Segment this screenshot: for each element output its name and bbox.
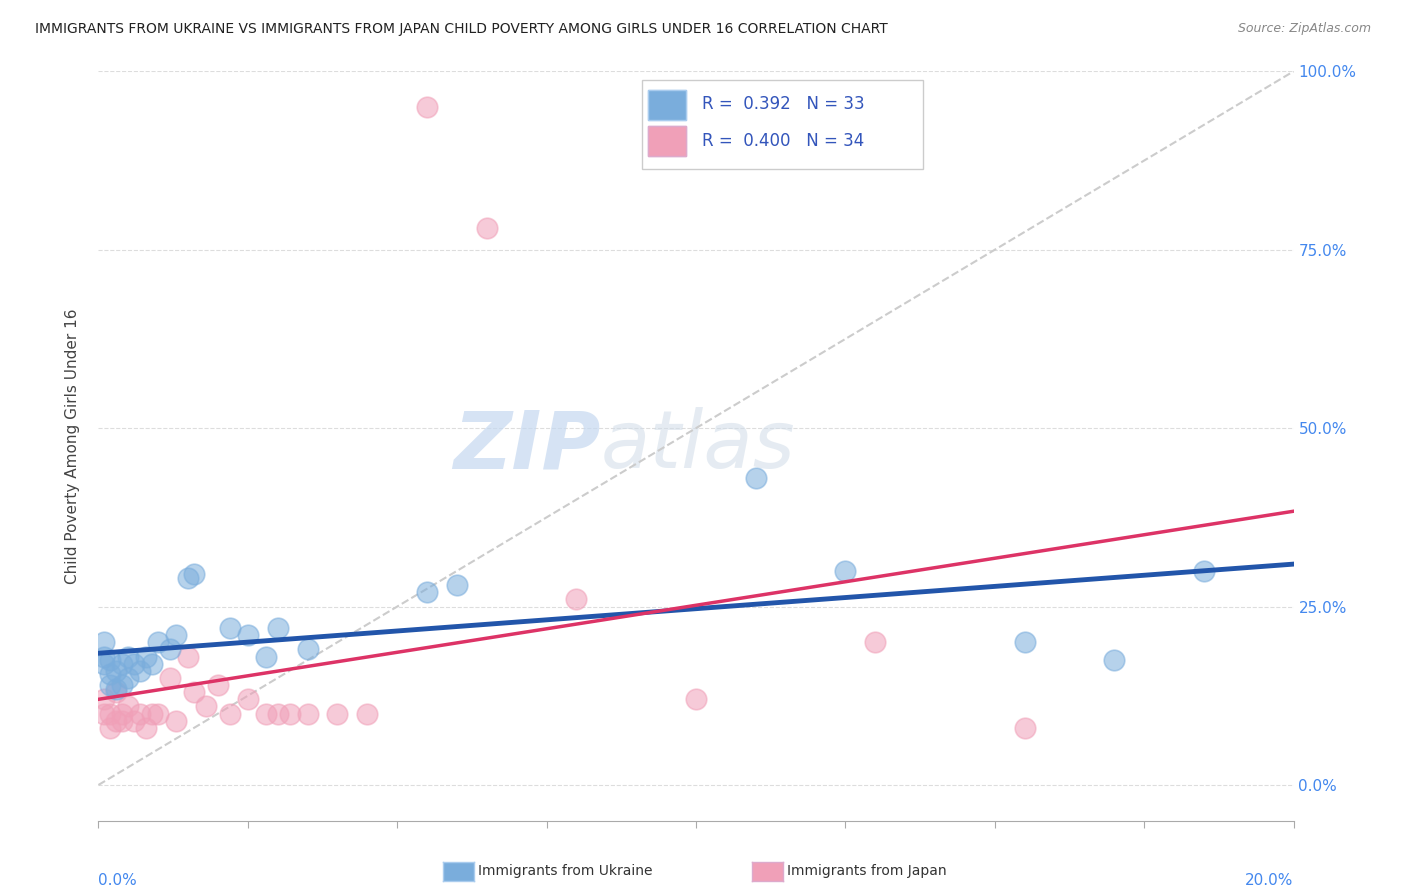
FancyBboxPatch shape <box>648 126 686 156</box>
Point <box>124 657 146 671</box>
Point <box>183 567 205 582</box>
Point <box>416 585 439 599</box>
Point <box>183 685 205 699</box>
Text: 0.0%: 0.0% <box>98 873 138 888</box>
Point <box>1014 635 1036 649</box>
Point <box>254 706 277 721</box>
Point <box>93 657 115 671</box>
Point <box>111 657 134 671</box>
Point <box>141 657 163 671</box>
Text: R =  0.400   N = 34: R = 0.400 N = 34 <box>702 132 865 150</box>
Point <box>356 706 378 721</box>
Text: Immigrants from Japan: Immigrants from Japan <box>787 864 948 879</box>
Point <box>105 681 128 696</box>
Point <box>98 721 122 735</box>
Point <box>98 706 122 721</box>
Point <box>141 706 163 721</box>
FancyBboxPatch shape <box>643 80 922 169</box>
Text: 20.0%: 20.0% <box>1246 873 1294 888</box>
Text: atlas: atlas <box>600 407 796 485</box>
Point <box>165 714 187 728</box>
Text: IMMIGRANTS FROM UKRAINE VS IMMIGRANTS FROM JAPAN CHILD POVERTY AMONG GIRLS UNDER: IMMIGRANTS FROM UKRAINE VS IMMIGRANTS FR… <box>35 22 889 37</box>
Point <box>297 706 319 721</box>
Point <box>267 621 290 635</box>
Point <box>297 642 319 657</box>
Point <box>1104 653 1126 667</box>
Text: ZIP: ZIP <box>453 407 600 485</box>
Point <box>865 635 887 649</box>
Point <box>236 628 259 642</box>
Point <box>111 714 134 728</box>
Point <box>93 649 115 664</box>
Point <box>98 678 122 692</box>
Point <box>219 621 242 635</box>
Point <box>93 706 115 721</box>
Text: Source: ZipAtlas.com: Source: ZipAtlas.com <box>1237 22 1371 36</box>
Point <box>105 685 128 699</box>
Text: R =  0.392   N = 33: R = 0.392 N = 33 <box>702 95 865 112</box>
Point <box>98 653 122 667</box>
Point <box>475 221 498 235</box>
Point <box>236 692 259 706</box>
Point <box>267 706 290 721</box>
Point <box>416 100 439 114</box>
Point <box>93 692 115 706</box>
Point <box>195 699 218 714</box>
Point <box>159 642 181 657</box>
Point <box>124 714 146 728</box>
Point <box>148 635 170 649</box>
Point <box>565 592 588 607</box>
Point <box>129 706 152 721</box>
Point <box>135 721 157 735</box>
Point <box>834 564 856 578</box>
Point <box>105 664 128 678</box>
Point <box>685 692 707 706</box>
Point <box>93 635 115 649</box>
Point <box>1192 564 1215 578</box>
Point <box>219 706 242 721</box>
Point <box>117 671 139 685</box>
Point <box>105 714 128 728</box>
Point <box>177 649 200 664</box>
Y-axis label: Child Poverty Among Girls Under 16: Child Poverty Among Girls Under 16 <box>65 309 80 583</box>
Point <box>207 678 229 692</box>
Point <box>159 671 181 685</box>
FancyBboxPatch shape <box>648 90 686 120</box>
Point <box>148 706 170 721</box>
Point <box>254 649 277 664</box>
Point <box>111 706 134 721</box>
Point <box>111 678 134 692</box>
Point <box>165 628 187 642</box>
Text: Immigrants from Ukraine: Immigrants from Ukraine <box>478 864 652 879</box>
Point <box>129 664 152 678</box>
Point <box>1014 721 1036 735</box>
Point <box>326 706 349 721</box>
Point <box>446 578 468 592</box>
Point <box>98 667 122 681</box>
Point <box>278 706 301 721</box>
Point <box>117 649 139 664</box>
Point <box>177 571 200 585</box>
Point <box>745 471 768 485</box>
Point <box>117 699 139 714</box>
Point <box>135 649 157 664</box>
